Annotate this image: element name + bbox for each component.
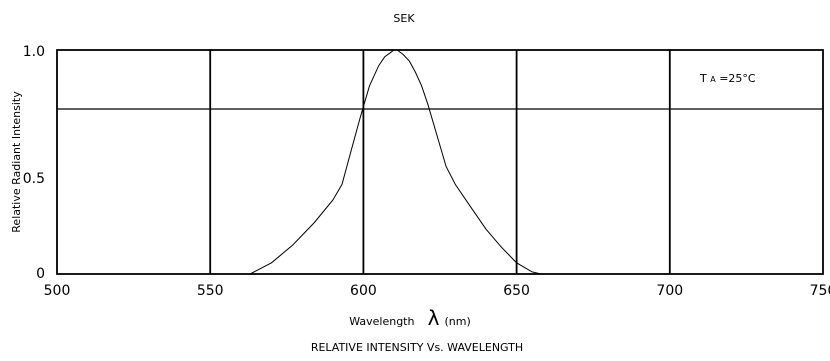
y-tick-label: 0: [36, 266, 45, 282]
x-tick-label: 600: [350, 283, 377, 299]
annotation-t: T: [699, 72, 707, 85]
grid-lines: [57, 50, 823, 274]
annotation-rest: =25°C: [719, 72, 756, 85]
y-tick-labels: 0 0.5 1.0: [23, 44, 45, 282]
x-tick-label: 700: [656, 283, 683, 299]
x-axis-label: Wavelength λ (nm): [349, 306, 471, 330]
x-tick-label: 650: [503, 283, 530, 299]
plot-frame: [56, 49, 824, 275]
lambda-symbol: λ: [428, 306, 440, 330]
x-axis-unit: (nm): [445, 315, 471, 328]
x-tick-labels: 500 550 600 650 700 750: [44, 283, 830, 299]
x-tick-label: 500: [44, 283, 71, 299]
x-tick-label: 750: [810, 283, 830, 299]
y-tick-label: 1.0: [23, 44, 45, 60]
intensity-curve: [249, 49, 542, 275]
y-tick-label: 0.5: [23, 171, 45, 187]
chart-title: SEK: [393, 12, 415, 25]
y-axis-label: Relative Radiant Intensity: [10, 91, 23, 233]
x-tick-label: 550: [197, 283, 224, 299]
x-axis-label-text: Wavelength: [349, 315, 414, 328]
annotation-sub: A: [710, 75, 716, 84]
temperature-annotation: T A =25°C: [699, 72, 756, 85]
chart-caption: RELATIVE INTENSITY Vs. WAVELENGTH: [311, 341, 523, 354]
